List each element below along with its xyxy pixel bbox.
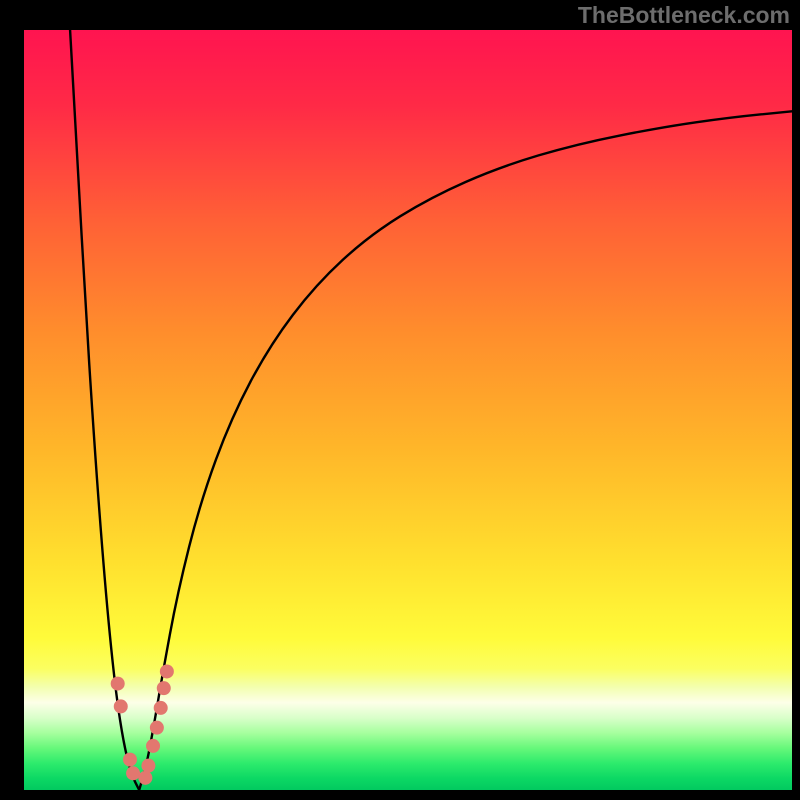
data-marker	[157, 681, 171, 695]
data-marker	[146, 739, 160, 753]
data-marker	[154, 701, 168, 715]
chart-svg	[24, 30, 792, 790]
plot-area	[24, 30, 792, 790]
data-marker	[138, 771, 152, 785]
data-marker	[111, 677, 125, 691]
data-marker	[123, 753, 137, 767]
watermark-text: TheBottleneck.com	[578, 2, 790, 29]
data-marker	[126, 766, 140, 780]
chart-root: TheBottleneck.com	[0, 0, 800, 800]
data-marker	[150, 721, 164, 735]
data-marker	[114, 699, 128, 713]
data-marker	[160, 664, 174, 678]
gradient-background	[24, 30, 792, 790]
data-marker	[141, 759, 155, 773]
